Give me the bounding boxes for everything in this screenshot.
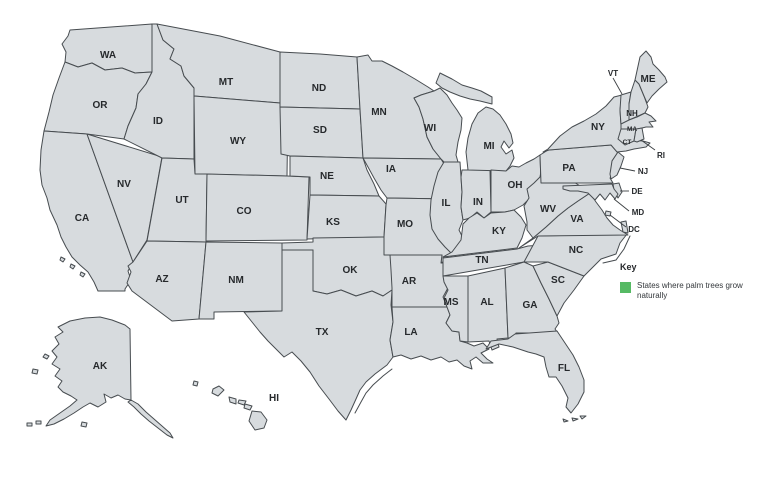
state-co-label: CO [237, 206, 252, 217]
legend-swatch-icon [620, 282, 631, 293]
state-ar-shape [389, 254, 450, 308]
state-ga-label: GA [523, 300, 538, 311]
state-in-label: IN [473, 197, 483, 208]
ri-pointer-line [640, 139, 656, 151]
state-ky-label: KY [492, 226, 506, 237]
outer-banks-line [602, 235, 631, 264]
state-or-label: OR [93, 100, 109, 111]
state-ri-label: RI [657, 151, 665, 160]
state-la-label: LA [404, 327, 417, 338]
state-nc-label: NC [569, 245, 583, 256]
state-wa-label: WA [100, 50, 116, 61]
state-ne-label: NE [320, 171, 334, 182]
state-wv-label: WV [540, 204, 556, 215]
state-sc-label: SC [551, 275, 565, 286]
state-md-label: MD [632, 208, 645, 217]
pointer-lines [609, 77, 656, 228]
state-al-shape [467, 267, 509, 351]
vt-pointer-line [612, 77, 623, 95]
state-mn-label: MN [371, 107, 387, 118]
state-in-shape [460, 169, 492, 221]
state-ok-label: OK [343, 265, 359, 276]
state-de-label: DE [631, 187, 643, 196]
state-me-shape [634, 50, 668, 104]
state-vt-label: VT [608, 69, 618, 78]
padre-island-line [354, 368, 393, 414]
legend-item-label: States where palm trees grow naturally [637, 281, 743, 301]
state-ia-label: IA [386, 164, 396, 175]
state-ma-label: MA [627, 126, 637, 133]
state-tn-label: TN [475, 255, 488, 266]
state-ct-label: CT [623, 139, 632, 146]
state-al-label: AL [480, 297, 493, 308]
state-me-label: ME [641, 74, 656, 85]
state-il-label: IL [442, 198, 451, 209]
state-nh-label: NH [626, 109, 638, 118]
state-hi-shape [192, 380, 268, 431]
state-fl-label: FL [558, 363, 570, 374]
state-hi-label: HI [269, 393, 279, 404]
state-mi-label: MI [483, 141, 494, 152]
dc-pointer-line [609, 214, 627, 228]
state-va-label: VA [570, 214, 583, 225]
state-ks-label: KS [326, 217, 340, 228]
state-wi-shape [413, 87, 463, 163]
state-md-shape [562, 183, 619, 201]
state-co-shape [205, 173, 310, 242]
state-ar-label: AR [402, 276, 417, 287]
state-dc-label: DC [628, 225, 640, 234]
state-sd-label: SD [313, 125, 327, 136]
state-oh-label: OH [508, 180, 523, 191]
state-nv-label: NV [117, 179, 131, 190]
state-nc-shape [523, 233, 628, 277]
state-pa-shape [539, 144, 619, 184]
state-tx-label: TX [316, 327, 329, 338]
state-mi-shape [435, 72, 515, 172]
state-mt-label: MT [219, 77, 233, 88]
state-ak-shape [26, 316, 174, 439]
state-az-label: AZ [155, 274, 168, 285]
nj-pointer-line [619, 167, 636, 172]
state-fl-shape [485, 330, 587, 423]
state-ak-label: AK [93, 361, 108, 372]
state-ct-shape [617, 128, 637, 146]
state-mo-label: MO [397, 219, 413, 230]
state-labels: WA OR CA NV ID MT WY UT CO AZ NM ND SD N… [75, 50, 665, 404]
state-dc-shape [604, 210, 612, 217]
state-nj-shape [609, 151, 625, 180]
state-tx-shape [243, 249, 394, 421]
state-wy-label: WY [230, 136, 246, 147]
state-nd-shape [279, 51, 361, 110]
state-ut-label: UT [175, 195, 188, 206]
state-ks-shape [306, 194, 387, 240]
state-pa-label: PA [562, 163, 575, 174]
legend-title: Key [620, 262, 637, 272]
state-ri-shape [633, 127, 645, 143]
state-mt-shape [156, 23, 281, 104]
state-ca-shape [39, 130, 134, 292]
state-shapes [26, 23, 668, 439]
state-nm-label: NM [228, 275, 244, 286]
legend: Key States where palm trees grow natural… [620, 262, 752, 302]
md-pointer-line [613, 198, 630, 212]
state-ky-shape [442, 209, 527, 258]
state-nj-label: NJ [638, 167, 648, 176]
state-ms-label: MS [444, 297, 459, 308]
state-nd-label: ND [312, 83, 326, 94]
state-ca-label: CA [75, 213, 89, 224]
state-wi-label: WI [424, 123, 436, 134]
state-id-label: ID [153, 116, 163, 127]
state-ny-label: NY [591, 122, 605, 133]
legend-item: States where palm trees grow naturally [620, 281, 752, 302]
